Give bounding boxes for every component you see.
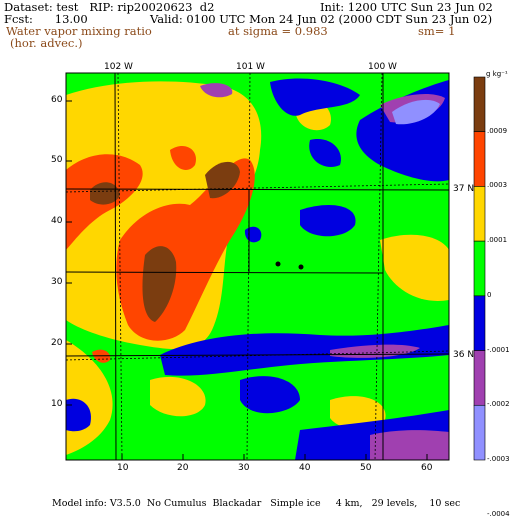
brown-max-central — [142, 246, 177, 322]
y-tick-label: 50 — [51, 155, 63, 165]
state-boundaries — [65, 72, 450, 461]
colorbar — [473, 76, 486, 461]
yellow-region-east — [380, 234, 449, 301]
yellow-region-south — [150, 376, 206, 417]
colorbar-swatch — [473, 240, 486, 297]
longitude-label: 100 W — [368, 62, 397, 72]
colorbar-label: -.0003 — [487, 455, 510, 463]
colorbar-label: 0 — [487, 290, 492, 299]
x-tick-label: 40 — [299, 463, 311, 473]
colorbar-swatch — [473, 404, 486, 461]
colorbar-swatch — [473, 131, 486, 187]
latitude-label: 36 N — [453, 350, 475, 360]
blue-region-north — [270, 78, 360, 116]
sigma-level: at sigma = 0.983 — [228, 24, 328, 38]
dataset-line: Dataset: test RIP: rip20020623 d2 — [4, 0, 215, 14]
x-tick-label: 50 — [360, 463, 372, 473]
blue-band-south — [160, 325, 449, 376]
purple-patch-north — [200, 83, 233, 98]
orange-patch-north — [170, 145, 196, 170]
smoothing-label: sm= 1 — [418, 24, 456, 38]
colorbar-swatch — [473, 350, 486, 406]
station-dot — [275, 261, 281, 267]
forecast-line: Fcst: 13.00 — [4, 12, 88, 26]
latitude-label: 37 N — [453, 184, 475, 194]
station-dot — [298, 264, 304, 270]
colorbar-swatch — [473, 186, 486, 242]
field-subtitle: (hor. advec.) — [10, 36, 83, 50]
axis-ticks — [66, 100, 428, 460]
contour-field — [66, 73, 449, 460]
purple-region-southeast — [370, 430, 449, 460]
x-tick-label: 30 — [238, 463, 250, 473]
colorbar-label: .0009 — [487, 126, 508, 135]
blue-region-central — [300, 205, 356, 237]
colorbar-label: -.0004 — [487, 509, 510, 518]
y-tick-label: 30 — [51, 277, 63, 287]
violet-min-northeast — [392, 99, 440, 125]
colorbar-unit: g kg⁻¹ — [486, 70, 508, 78]
field-name: Water vapor mixing ratio — [6, 24, 152, 38]
colorbar-label: .0001 — [487, 236, 508, 245]
x-tick-label: 60 — [421, 463, 433, 473]
longitude-label: 102 W — [104, 62, 133, 72]
colorbar-label: .0003 — [487, 181, 508, 190]
blue-patch-north-central — [309, 139, 341, 168]
colorbar-swatch — [473, 76, 486, 133]
valid-line: Valid: 0100 UTC Mon 24 Jun 02 (2000 CDT … — [150, 12, 493, 26]
blue-patch-southwest — [66, 398, 91, 432]
colorbar-swatch — [473, 295, 486, 351]
colorbar-label: -.0001 — [487, 345, 510, 354]
init-line: Init: 1200 UTC Sun 23 Jun 02 — [320, 0, 493, 14]
brown-max-west — [90, 182, 120, 205]
y-tick-label: 10 — [51, 399, 63, 409]
model-info: Model info: V3.5.0 No Cumulus Blackadar … — [52, 498, 461, 509]
x-tick-label: 10 — [117, 463, 129, 473]
y-tick-label: 60 — [51, 95, 63, 105]
x-tick-label: 20 — [177, 463, 189, 473]
y-tick-label: 20 — [51, 338, 63, 348]
y-tick-label: 40 — [51, 216, 63, 226]
blue-patch-south — [240, 376, 300, 414]
plot-frame — [65, 72, 450, 461]
longitude-label: 101 W — [236, 62, 265, 72]
colorbar-label: -.0002 — [487, 400, 510, 409]
graticule — [65, 72, 450, 461]
